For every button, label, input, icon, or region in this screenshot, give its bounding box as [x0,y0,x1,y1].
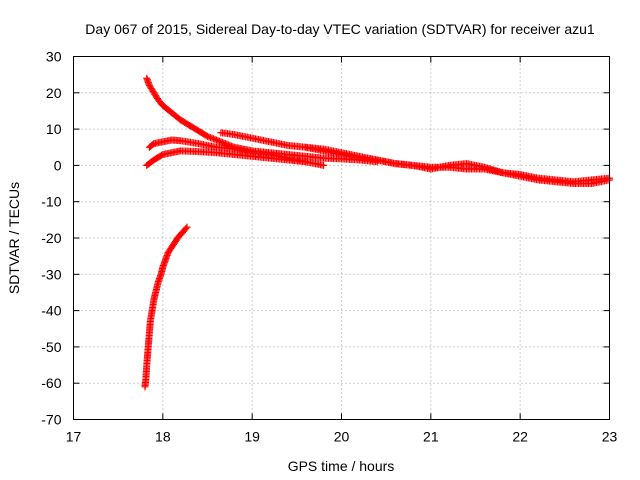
data-point-dense [205,133,213,141]
data-point [212,136,220,144]
data-point-dense [153,93,161,101]
data-point-dense [220,139,228,147]
data-point-dense [176,231,184,239]
data-point-dense [217,138,225,146]
chart-title: Day 067 of 2015, Sidereal Day-to-day VTE… [85,21,595,37]
data-point-dense [208,134,216,142]
y-tick-label: -50 [41,339,61,355]
data-point-dense [165,107,173,115]
y-axis-label: SDTVAR / TECUs [6,182,22,294]
data-point-dense [170,240,178,248]
data-point-dense [215,137,223,145]
data-point-dense [148,158,156,166]
x-axis-label: GPS time / hours [288,458,395,474]
data-point-dense [166,246,174,254]
x-tick-label: 22 [512,429,528,445]
x-tick-label: 19 [244,429,260,445]
data-point-dense [515,172,523,180]
data-point-dense [247,134,255,142]
y-tick-label: 0 [54,157,62,173]
data-point-dense [223,140,231,148]
data-point-dense [166,149,174,157]
data-point-dense [148,86,156,94]
data-point-dense [209,135,217,143]
data-point-dense [264,137,272,145]
x-tick-label: 21 [423,429,439,445]
data-point-dense [183,120,191,128]
data-point-dense [148,141,156,149]
x-tick-label: 17 [66,429,82,445]
data-point-dense [150,297,158,305]
x-tick-label: 23 [602,429,618,445]
data-points [141,74,613,391]
data-point-dense [206,134,214,142]
data-point-dense [156,152,164,160]
data-point-dense [300,158,308,166]
data-point-dense [336,148,344,156]
y-tick-label: -30 [41,266,61,282]
y-tick-label: 20 [46,85,62,101]
y-tick-label: 10 [46,121,62,137]
data-point-dense [372,156,380,164]
y-tick-label: -40 [41,303,61,319]
data-point-dense [211,135,219,143]
data-point-dense [174,114,182,122]
data-point-dense [157,138,165,146]
data-point-dense [479,163,487,171]
data-point-dense [354,152,362,160]
y-tick-label: -70 [41,412,61,428]
data-point-dense [214,137,222,145]
data-point-dense [173,235,181,243]
x-tick-label: 18 [155,429,171,445]
data-point [221,140,229,148]
axis-ticks: 17 18 19 20 21 22 23 -70 -60 -50 -40 -30 -20 -10 0 10 20… [41,49,617,445]
y-tick-label: -60 [41,375,61,391]
data-point-dense [151,290,159,298]
y-tick-label: -20 [41,230,61,246]
x-tick-label: 20 [334,429,350,445]
y-tick-label: 30 [46,49,62,65]
data-point-dense [154,279,162,287]
data-point-dense [604,176,612,184]
data-point-dense [182,224,190,232]
data-point-dense [201,131,209,139]
data-point-dense [157,99,165,107]
data-point-dense [192,125,200,133]
data-point-dense [497,168,505,176]
grid [73,56,610,420]
data-point-dense [181,226,189,234]
y-tick-label: -10 [41,194,61,210]
data-point-dense [318,161,326,169]
